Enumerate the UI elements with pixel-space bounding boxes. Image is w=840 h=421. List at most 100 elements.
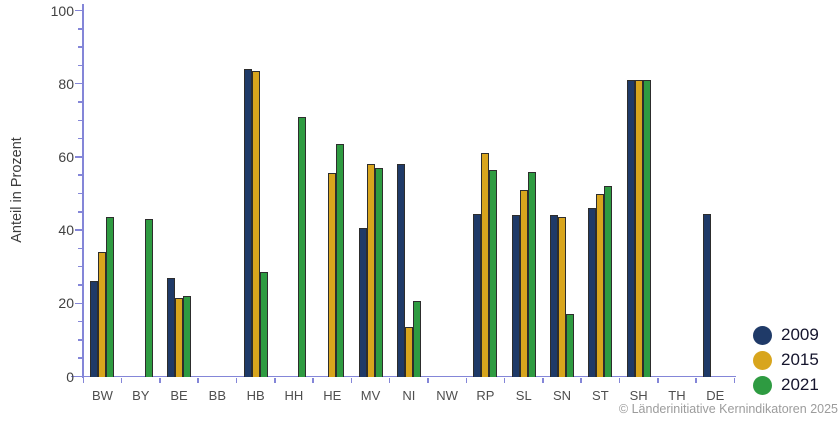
y-axis-label-100: 100 xyxy=(50,2,74,19)
x-tick-7 xyxy=(350,377,353,383)
bar-ST-2015 xyxy=(596,193,605,377)
y-tick-50 xyxy=(78,192,82,195)
x-tick-8 xyxy=(388,377,391,383)
y-tick-15 xyxy=(78,320,82,323)
y-axis-label-80: 80 xyxy=(58,75,74,92)
y-tick-10 xyxy=(78,339,82,341)
bar-BY-2021 xyxy=(144,219,153,377)
x-axis-label-DE: DE xyxy=(706,387,725,403)
y-tick-85 xyxy=(78,64,82,67)
bar-SN-2009 xyxy=(550,215,559,377)
bar-BE-2009 xyxy=(167,277,176,377)
bar-HB-2015 xyxy=(251,70,260,377)
y-axis xyxy=(82,4,84,378)
y-tick-45 xyxy=(78,211,82,213)
bar-SH-2015 xyxy=(634,80,643,377)
y-tick-5 xyxy=(78,357,82,359)
y-tick-80 xyxy=(75,82,82,85)
y-tick-95 xyxy=(78,28,82,30)
x-axis-label-BB: BB xyxy=(208,387,227,403)
bar-NI-2021 xyxy=(412,301,421,377)
bar-MV-2015 xyxy=(366,164,375,377)
y-tick-0 xyxy=(75,375,82,378)
y-axis-label-40: 40 xyxy=(58,222,74,239)
x-tick-0 xyxy=(82,377,85,383)
bar-ST-2021 xyxy=(604,186,613,377)
bar-BE-2021 xyxy=(183,295,192,377)
x-axis-label-RP: RP xyxy=(476,387,495,403)
legend-label-2021: 2021 xyxy=(781,375,819,394)
bar-SL-2015 xyxy=(519,189,528,377)
x-axis-label-ST: ST xyxy=(592,387,609,403)
y-axis-label-60: 60 xyxy=(58,148,74,165)
bar-HE-2021 xyxy=(336,144,345,377)
y-tick-25 xyxy=(78,284,82,286)
bar-HE-2015 xyxy=(328,173,337,377)
bar-RP-2021 xyxy=(489,169,498,377)
y-tick-40 xyxy=(75,229,82,231)
bar-MV-2009 xyxy=(358,228,367,377)
y-tick-70 xyxy=(78,119,82,122)
x-tick-11 xyxy=(503,377,506,383)
bar-RP-2015 xyxy=(481,153,490,377)
y-tick-65 xyxy=(78,137,82,140)
bar-BW-2021 xyxy=(106,217,115,377)
x-axis-label-HB: HB xyxy=(246,387,265,403)
legend-label-2009: 2009 xyxy=(781,325,819,344)
y-axis-title: Anteil in Prozent xyxy=(9,137,25,243)
x-axis-label-SL: SL xyxy=(515,387,532,403)
x-axis-label-HE: HE xyxy=(323,387,342,403)
y-tick-75 xyxy=(78,101,82,103)
x-tick-3 xyxy=(197,377,199,383)
legend-label-2015: 2015 xyxy=(781,350,819,369)
y-tick-100 xyxy=(75,9,82,12)
bar-SH-2021 xyxy=(642,80,651,377)
legend-item-2015: 2015 xyxy=(753,350,819,370)
bar-SN-2015 xyxy=(558,217,567,377)
bar-HH-2021 xyxy=(297,116,306,377)
legend-swatch-2009 xyxy=(753,325,772,345)
y-tick-30 xyxy=(78,265,82,268)
bar-ST-2009 xyxy=(588,208,597,377)
y-tick-20 xyxy=(75,302,82,305)
x-tick-5 xyxy=(274,377,276,383)
bar-SL-2021 xyxy=(527,171,536,377)
x-axis-label-TH: TH xyxy=(668,387,686,403)
x-tick-14 xyxy=(618,377,621,383)
x-axis-label-NI: NI xyxy=(402,387,416,403)
bar-HB-2009 xyxy=(243,69,252,377)
x-axis-label-SH: SH xyxy=(629,387,648,403)
x-axis-label-NW: NW xyxy=(436,387,458,403)
bar-SN-2021 xyxy=(566,314,575,377)
x-axis-label-BE: BE xyxy=(170,387,188,403)
x-axis-label-HH: HH xyxy=(284,387,304,403)
x-tick-15 xyxy=(657,377,659,383)
legend-swatch-2015 xyxy=(753,350,772,370)
x-tick-16 xyxy=(695,377,697,383)
x-axis-label-BY: BY xyxy=(132,387,150,403)
copyright-text: © Länderinitiative Kernindikatoren 2025 xyxy=(618,402,838,416)
bar-RP-2009 xyxy=(473,213,482,377)
x-tick-13 xyxy=(580,377,582,383)
y-tick-60 xyxy=(75,156,82,158)
y-tick-55 xyxy=(78,174,82,176)
x-tick-4 xyxy=(235,377,238,383)
x-tick-12 xyxy=(542,377,544,383)
bar-BE-2015 xyxy=(175,297,184,377)
bar-BW-2009 xyxy=(90,281,99,377)
x-tick-1 xyxy=(120,377,123,383)
legend: 2009 2015 2021 xyxy=(753,325,819,400)
x-axis-label-MV: MV xyxy=(360,387,381,403)
bar-BW-2015 xyxy=(98,252,107,377)
y-axis-label-20: 20 xyxy=(58,295,74,312)
x-tick-6 xyxy=(312,377,314,383)
x-axis-label-SN: SN xyxy=(553,387,572,403)
legend-swatch-2021 xyxy=(753,375,772,395)
y-tick-35 xyxy=(78,247,82,250)
x-tick-10 xyxy=(465,377,468,383)
x-tick-2 xyxy=(159,377,161,383)
bar-NI-2009 xyxy=(396,164,405,377)
bar-NI-2015 xyxy=(404,327,413,377)
